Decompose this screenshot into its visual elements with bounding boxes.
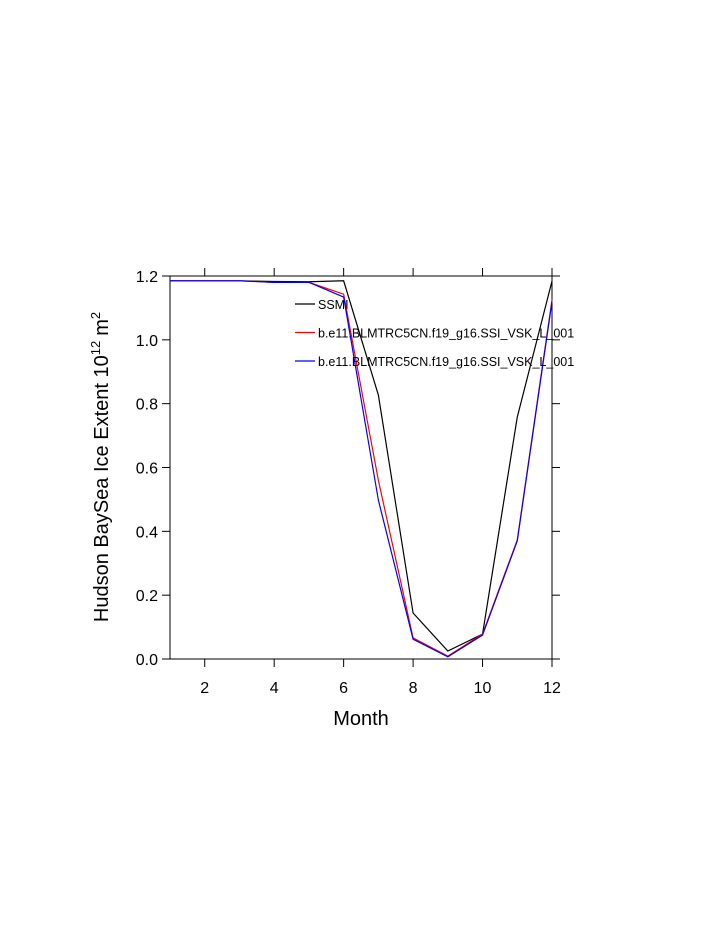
legend-label: b.e11.BLMTRC5CN.f19_g16.SSI_VSK_L_001 <box>318 327 574 341</box>
y-tick-label: 0.4 <box>136 524 158 541</box>
y-tick-label: 0.0 <box>136 652 158 669</box>
x-axis-label: Month <box>333 708 389 730</box>
y-tick-label: 1.0 <box>136 333 158 350</box>
y-tick-label: 0.8 <box>136 397 158 414</box>
y-tick-label: 0.6 <box>136 461 158 478</box>
x-tick-label: 6 <box>339 680 348 697</box>
x-tick-label: 10 <box>474 680 492 697</box>
x-tick-label: 4 <box>270 680 279 697</box>
y-axis-label: Hudson BaySea Ice Extent 1012 m2 <box>88 312 113 622</box>
series-line <box>170 280 553 658</box>
y-label-unit: m <box>91 319 113 336</box>
x-tick-label: 12 <box>543 680 561 697</box>
y-label-exp: 2 <box>88 312 103 319</box>
legend-label: b.e11.BLMTRC5CN.f19_g16.SSI_VSK_L_001 <box>318 355 574 369</box>
x-tick-label: 8 <box>409 680 418 697</box>
y-tick-label: 1.2 <box>136 269 158 286</box>
x-tick-label: 2 <box>200 680 209 697</box>
legend-label: SSMI <box>318 298 349 312</box>
y-label-exp: 12 <box>88 341 103 355</box>
y-label-main: Hudson BaySea Ice Extent 10 <box>91 355 113 622</box>
y-tick-label: 0.2 <box>136 588 158 605</box>
